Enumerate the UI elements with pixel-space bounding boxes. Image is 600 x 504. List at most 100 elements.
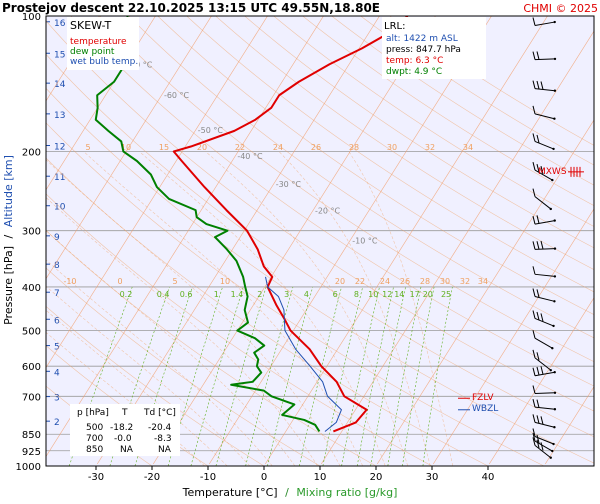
wind-barb-flag xyxy=(532,437,536,446)
mixing-ratio-label: 0.2 xyxy=(120,290,133,299)
isotherm-line xyxy=(320,30,594,465)
credit-text: CHMI © 2025 xyxy=(523,2,598,15)
isotherm-line xyxy=(376,119,594,465)
wind-barb-shaft xyxy=(534,58,556,61)
dry-adiabat xyxy=(46,345,209,466)
x-tick-label: 10 xyxy=(314,472,327,483)
wind-barb-dot xyxy=(549,456,552,459)
pressure-tick-label: 600 xyxy=(22,362,41,373)
dry-adiabat xyxy=(46,385,153,466)
adiabat-label: -10 xyxy=(63,277,76,286)
dry-adiabat xyxy=(46,305,265,466)
isotherm-label: -70 °C xyxy=(127,60,153,69)
adiabat-label: 24 xyxy=(273,143,283,152)
adiabat-label: 24 xyxy=(380,277,390,286)
adiabat-label: 0 xyxy=(117,277,122,286)
levels-header-p: p [hPa] xyxy=(77,408,109,418)
dry-adiabat xyxy=(273,16,594,227)
adiabat-label: 15 xyxy=(159,143,169,152)
moist-adiabat xyxy=(139,151,386,466)
wetbulb-line xyxy=(265,276,342,432)
pressure-tick-label: 500 xyxy=(22,327,41,338)
dry-adiabat xyxy=(360,16,594,166)
altitude-tick-label: 7 xyxy=(54,289,60,299)
wind-barb-flag xyxy=(536,352,540,361)
levels-row-td: -8.3 xyxy=(154,434,172,444)
isotherm-line xyxy=(544,385,594,465)
x-tick-label: 40 xyxy=(482,472,495,483)
wind-barb-shaft xyxy=(534,248,556,250)
wind-barb-flag xyxy=(536,215,540,224)
wind-barb-dot xyxy=(553,219,556,222)
wind-barb-dot xyxy=(549,368,552,372)
wind-barb-shaft xyxy=(534,371,555,377)
altitude-tick-label: 10 xyxy=(54,203,66,213)
moist-adiabat xyxy=(83,151,363,466)
mixing-ratio-line xyxy=(402,286,435,466)
lrl-temp: temp: 6.3 °C xyxy=(386,56,443,66)
wind-barb-flag xyxy=(540,416,544,425)
wind-barb-flag xyxy=(540,442,544,451)
altitude-tick-label: 2 xyxy=(54,418,60,428)
dry-adiabat xyxy=(70,16,594,387)
levels-row-p: 850 xyxy=(86,445,103,455)
ylabel-pressure: Pressure [hPa] xyxy=(2,246,15,325)
plot-area xyxy=(46,16,594,466)
wind-barb-dot xyxy=(551,449,554,453)
pressure-tick-label: 300 xyxy=(22,227,41,238)
wind-barb-flag xyxy=(532,266,536,275)
levels-row-td: NA xyxy=(158,445,172,455)
wind-barb-shaft xyxy=(534,220,555,225)
wind-barb-dot xyxy=(553,275,557,278)
wind-barb-flag xyxy=(540,165,544,175)
dry-adiabat xyxy=(157,16,594,315)
mixing-ratio-label: 3 xyxy=(284,290,289,299)
dry-adiabat xyxy=(46,122,545,466)
wind-barb-flag xyxy=(532,51,536,60)
adiabat-label: 28 xyxy=(420,277,430,286)
wbzl-label: WBZL xyxy=(472,404,498,414)
moist-adiabat xyxy=(348,151,454,466)
legend-box: SKEW-T temperature dew point wet bulb te… xyxy=(67,17,139,70)
isotherm-line xyxy=(432,208,594,465)
legend-item-temperature: temperature xyxy=(70,37,127,47)
altitude-tick-label: 12 xyxy=(54,143,65,153)
lrl-dwpt: dwpt: 4.9 °C xyxy=(386,67,442,77)
dry-adiabat xyxy=(46,20,594,412)
mixing-ratio-line xyxy=(267,286,313,466)
mixing-ratio-line xyxy=(422,286,453,466)
altitude-tick-label: 16 xyxy=(54,19,66,29)
lrl-alt: alt: 1422 m ASL xyxy=(386,34,458,44)
wind-barb-dot xyxy=(553,57,557,61)
wind-barb-shaft xyxy=(534,169,553,181)
mixing-ratio-label: 1.4 xyxy=(231,290,244,299)
adiabat-label: 10 xyxy=(121,143,131,152)
wind-barb-flag xyxy=(532,385,536,394)
wind-barb-dot xyxy=(551,178,554,182)
altitude-tick-label: 13 xyxy=(54,111,65,121)
mixing-ratio-label: 17 xyxy=(410,290,420,299)
moist-adiabat xyxy=(46,309,228,466)
wind-barb-shaft xyxy=(534,88,555,92)
wind-barb-dot xyxy=(552,324,555,328)
lrl-box: LRL: alt: 1422 m ASL press: 847.7 hPa te… xyxy=(382,17,486,79)
mixing-ratio-line xyxy=(215,286,267,466)
wind-barb-flag xyxy=(536,163,540,173)
adiabat-label: 5 xyxy=(172,277,177,286)
isotherm-label: -20 °C xyxy=(315,207,341,216)
isotherm-label: -30 °C xyxy=(276,180,302,189)
wind-barb-dot xyxy=(553,426,556,429)
wind-barb-shaft xyxy=(534,21,555,27)
dry-adiabat xyxy=(331,16,594,186)
mxws-label: MXWS xyxy=(538,167,567,177)
adiabat-label: 26 xyxy=(400,277,410,286)
wind-barb-dot xyxy=(549,207,552,211)
wind-barb-flag xyxy=(536,134,540,144)
mixing-ratio-line xyxy=(356,286,394,466)
dewpoint-line xyxy=(94,16,321,432)
levels-header-t: T xyxy=(121,408,128,418)
moist-adiabat xyxy=(46,159,341,466)
dry-adiabat xyxy=(128,16,594,339)
dry-adiabat xyxy=(186,16,594,293)
